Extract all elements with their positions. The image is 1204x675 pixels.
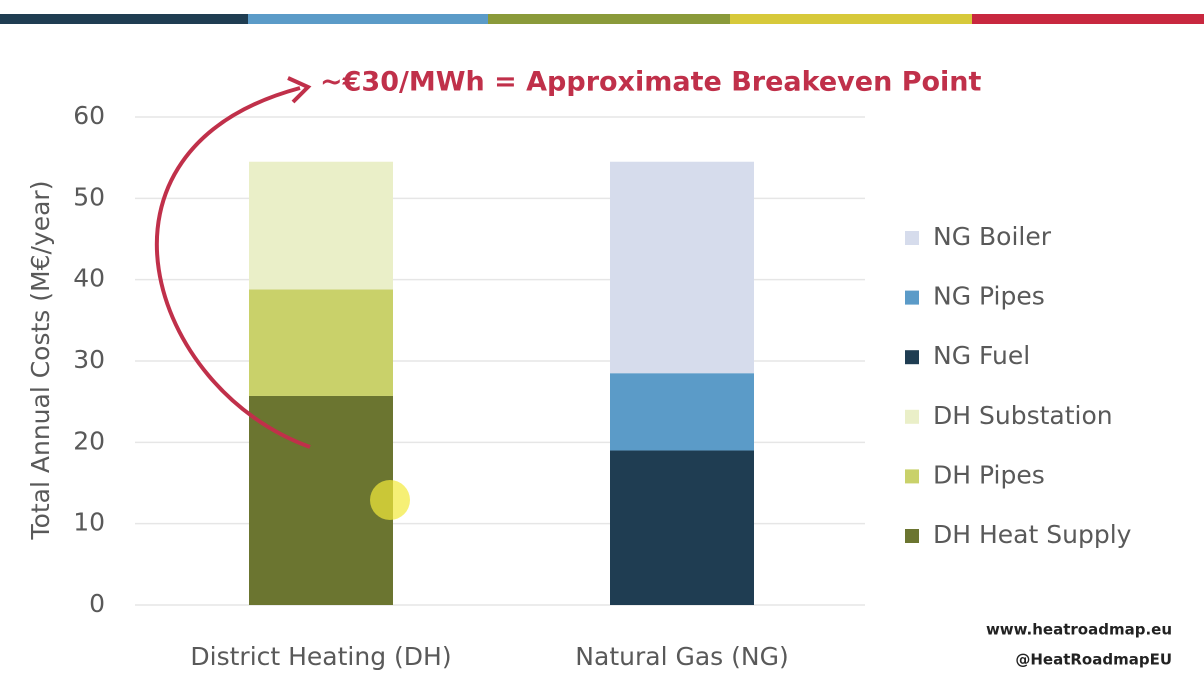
footer-website: www.heatroadmap.eu xyxy=(986,621,1172,639)
legend-label: DH Heat Supply xyxy=(933,520,1132,549)
y-axis-label: Total Annual Costs (M€/year) xyxy=(26,181,55,541)
bar-segment xyxy=(610,450,754,605)
stripe xyxy=(730,14,972,24)
y-tick-label: 10 xyxy=(73,508,105,537)
arrow xyxy=(155,86,311,449)
stripe xyxy=(972,14,1204,24)
x-tick-label: District Heating (DH) xyxy=(190,642,451,671)
legend-swatch xyxy=(905,529,919,543)
arrow-head xyxy=(287,76,312,104)
y-tick-label: 30 xyxy=(73,345,105,374)
legend-swatch xyxy=(905,469,919,484)
annotation: ~€30/MWh = Approximate Breakeven Point xyxy=(320,67,982,98)
legend-swatch xyxy=(905,231,919,245)
y-tick-label: 40 xyxy=(73,264,105,293)
bar-segment xyxy=(249,289,393,396)
legend-label: NG Pipes xyxy=(933,282,1045,311)
bar-segment xyxy=(610,373,754,451)
stripe xyxy=(0,14,248,24)
footer-handle: @HeatRoadmapEU xyxy=(1015,651,1172,669)
y-tick-label: 0 xyxy=(89,589,105,618)
y-tick-label: 50 xyxy=(73,182,105,211)
plot: 0 10 20 30 40 50 60 District Heating (DH) Natura… xyxy=(73,101,1131,671)
cursor-highlight xyxy=(370,480,410,520)
x-tick-label: Natural Gas (NG) xyxy=(575,642,788,671)
legend-label: NG Fuel xyxy=(933,341,1030,370)
legend-label: NG Boiler xyxy=(933,222,1052,251)
y-tick-label: 20 xyxy=(73,426,105,455)
legend-label: DH Pipes xyxy=(933,460,1045,489)
legend-swatch xyxy=(905,350,919,365)
y-tick-label: 60 xyxy=(73,101,105,130)
stripe xyxy=(248,14,488,24)
legend-label: DH Substation xyxy=(933,401,1113,430)
legend-swatch xyxy=(905,409,919,424)
legend-swatch xyxy=(905,290,919,305)
stripe xyxy=(488,14,730,24)
bar-segment xyxy=(610,161,754,374)
bar-segment xyxy=(249,161,393,290)
